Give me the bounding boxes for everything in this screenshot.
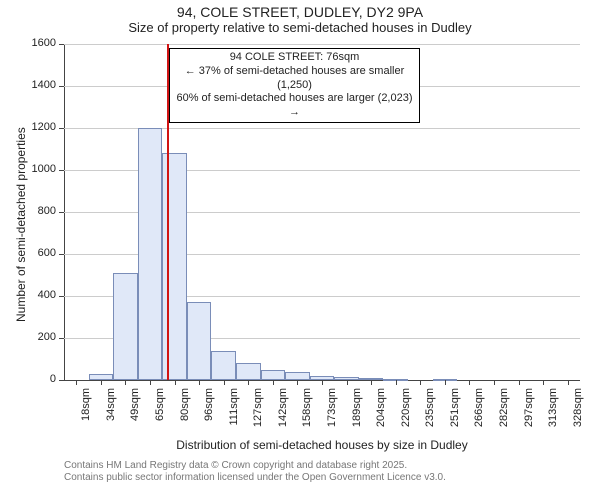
ytick-label: 1000 xyxy=(16,163,56,175)
histogram-bar xyxy=(187,302,212,380)
xtick-label: 266sqm xyxy=(473,388,485,432)
histogram-bar xyxy=(285,372,310,380)
title-line1: 94, COLE STREET, DUDLEY, DY2 9PA xyxy=(0,4,600,20)
ytick-mark xyxy=(59,170,64,171)
plot-area: 94 COLE STREET: 76sqm← 37% of semi-detac… xyxy=(64,44,580,380)
x-axis-label: Distribution of semi-detached houses by … xyxy=(64,438,580,452)
footer-line2: Contains public sector information licen… xyxy=(64,472,446,484)
ytick-mark xyxy=(59,128,64,129)
annotation-line1: 94 COLE STREET: 76sqm xyxy=(174,51,415,65)
ytick-mark xyxy=(59,212,64,213)
ytick-label: 600 xyxy=(16,247,56,259)
gridline-y xyxy=(64,44,580,45)
xtick-mark xyxy=(273,380,274,385)
xtick-mark xyxy=(322,380,323,385)
histogram-bar xyxy=(211,351,236,380)
xtick-label: 328sqm xyxy=(572,388,584,432)
annotation-box: 94 COLE STREET: 76sqm← 37% of semi-detac… xyxy=(169,48,420,123)
ytick-mark xyxy=(59,44,64,45)
xtick-mark xyxy=(420,380,421,385)
xtick-label: 251sqm xyxy=(449,388,461,432)
xtick-mark xyxy=(445,380,446,385)
xtick-label: 220sqm xyxy=(400,388,412,432)
xtick-mark xyxy=(347,380,348,385)
ytick-label: 200 xyxy=(16,331,56,343)
footer-line1: Contains HM Land Registry data © Crown c… xyxy=(64,460,446,472)
xtick-label: 96sqm xyxy=(203,388,215,432)
xtick-mark xyxy=(396,380,397,385)
xtick-label: 204sqm xyxy=(375,388,387,432)
ytick-mark xyxy=(59,380,64,381)
ytick-mark xyxy=(59,338,64,339)
ytick-label: 400 xyxy=(16,289,56,301)
xtick-label: 189sqm xyxy=(351,388,363,432)
xtick-mark xyxy=(248,380,249,385)
ytick-label: 1600 xyxy=(16,37,56,49)
title-block: 94, COLE STREET, DUDLEY, DY2 9PA Size of… xyxy=(0,0,600,35)
xtick-label: 49sqm xyxy=(129,388,141,432)
xtick-label: 282sqm xyxy=(498,388,510,432)
xtick-mark xyxy=(199,380,200,385)
histogram-bar xyxy=(113,273,138,380)
xtick-mark xyxy=(543,380,544,385)
xtick-mark xyxy=(125,380,126,385)
histogram-bar xyxy=(261,370,286,381)
xtick-label: 111sqm xyxy=(228,388,240,432)
title-line2: Size of property relative to semi-detach… xyxy=(0,20,600,35)
xtick-mark xyxy=(494,380,495,385)
histogram-bar xyxy=(138,128,163,380)
xtick-label: 235sqm xyxy=(424,388,436,432)
xtick-label: 142sqm xyxy=(277,388,289,432)
xtick-label: 80sqm xyxy=(179,388,191,432)
xtick-mark xyxy=(101,380,102,385)
xtick-mark xyxy=(76,380,77,385)
xtick-mark xyxy=(297,380,298,385)
xtick-mark xyxy=(568,380,569,385)
ytick-label: 1200 xyxy=(16,121,56,133)
xtick-mark xyxy=(224,380,225,385)
annotation-line3: 60% of semi-detached houses are larger (… xyxy=(174,92,415,120)
xtick-mark xyxy=(175,380,176,385)
xtick-label: 18sqm xyxy=(80,388,92,432)
xtick-label: 127sqm xyxy=(252,388,264,432)
ytick-label: 800 xyxy=(16,205,56,217)
footer-attribution: Contains HM Land Registry data © Crown c… xyxy=(64,460,446,484)
ytick-mark xyxy=(59,296,64,297)
xtick-label: 297sqm xyxy=(523,388,535,432)
xtick-mark xyxy=(371,380,372,385)
xtick-label: 65sqm xyxy=(154,388,166,432)
ytick-mark xyxy=(59,254,64,255)
xtick-label: 173sqm xyxy=(326,388,338,432)
ytick-label: 1400 xyxy=(16,79,56,91)
ytick-label: 0 xyxy=(16,373,56,385)
ytick-mark xyxy=(59,86,64,87)
xtick-mark xyxy=(150,380,151,385)
histogram-bar xyxy=(236,363,261,380)
xtick-label: 313sqm xyxy=(547,388,559,432)
histogram-bar xyxy=(162,153,187,380)
xtick-mark xyxy=(519,380,520,385)
xtick-mark xyxy=(469,380,470,385)
xtick-label: 34sqm xyxy=(105,388,117,432)
xtick-label: 158sqm xyxy=(301,388,313,432)
annotation-line2: ← 37% of semi-detached houses are smalle… xyxy=(174,65,415,93)
